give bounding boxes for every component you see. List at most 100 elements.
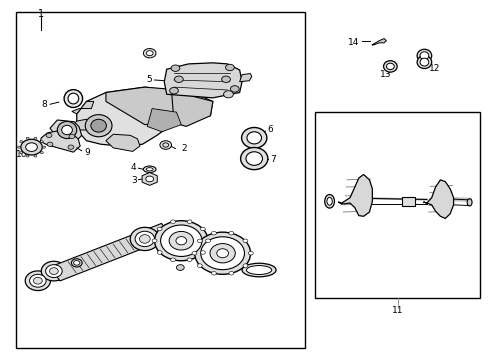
Polygon shape [164,63,242,98]
Ellipse shape [64,90,82,108]
Circle shape [46,133,52,138]
Polygon shape [72,119,91,130]
Polygon shape [50,120,81,141]
Ellipse shape [201,237,244,270]
Circle shape [157,251,162,254]
Ellipse shape [85,114,112,137]
Circle shape [197,239,202,243]
Circle shape [221,76,230,82]
Ellipse shape [246,132,261,144]
Circle shape [192,251,197,255]
Text: 4: 4 [131,163,136,172]
Ellipse shape [240,148,267,170]
Ellipse shape [139,235,150,243]
Text: 2: 2 [181,144,186,153]
Ellipse shape [246,266,271,274]
Circle shape [160,141,171,149]
Text: 11: 11 [391,306,403,315]
Ellipse shape [324,194,334,208]
Ellipse shape [169,231,193,250]
Circle shape [187,258,192,261]
Circle shape [170,220,175,224]
Ellipse shape [176,237,186,245]
Ellipse shape [71,259,82,267]
Ellipse shape [130,227,159,251]
Circle shape [40,141,43,143]
Text: 8: 8 [42,100,47,109]
Polygon shape [77,87,179,146]
Circle shape [157,227,162,231]
Ellipse shape [194,232,250,274]
Text: 7: 7 [269,155,275,164]
Ellipse shape [30,274,46,287]
Circle shape [146,51,153,56]
Circle shape [21,139,42,155]
Text: 6: 6 [267,126,273,135]
Ellipse shape [245,152,262,165]
Circle shape [152,239,157,243]
Circle shape [223,91,233,98]
Text: 5: 5 [146,76,152,85]
Circle shape [18,146,20,148]
Circle shape [26,137,29,139]
Circle shape [248,251,253,255]
Text: 13: 13 [379,70,390,79]
Circle shape [42,146,45,148]
Circle shape [211,231,216,235]
Circle shape [26,155,29,157]
Ellipse shape [216,249,228,258]
Ellipse shape [241,127,266,148]
Circle shape [171,65,180,71]
Circle shape [47,142,53,147]
Ellipse shape [49,268,58,274]
Ellipse shape [419,58,428,66]
Ellipse shape [135,231,154,247]
Circle shape [34,155,37,157]
Ellipse shape [416,49,431,62]
Ellipse shape [386,63,393,69]
Text: 1: 1 [38,9,44,19]
Circle shape [243,239,247,243]
Circle shape [176,265,184,270]
Circle shape [187,220,192,224]
Bar [16,12,305,348]
Circle shape [34,137,37,139]
Polygon shape [50,224,171,281]
Ellipse shape [57,121,77,139]
Text: 3: 3 [131,176,136,185]
Ellipse shape [73,261,80,265]
Circle shape [228,231,233,235]
Polygon shape [239,73,251,82]
Circle shape [40,152,43,154]
Polygon shape [106,134,140,152]
Ellipse shape [154,221,207,261]
Ellipse shape [146,168,153,171]
Polygon shape [338,175,372,216]
Ellipse shape [419,52,428,60]
Circle shape [230,86,239,92]
Ellipse shape [143,166,156,172]
Circle shape [170,258,175,261]
Ellipse shape [326,197,331,205]
Circle shape [169,87,178,94]
Circle shape [200,251,205,254]
Text: 14: 14 [347,37,359,46]
Circle shape [143,49,156,58]
Circle shape [243,264,247,267]
Ellipse shape [416,56,431,68]
Ellipse shape [33,277,42,284]
Text: 10: 10 [16,150,27,159]
Polygon shape [371,39,386,45]
Polygon shape [72,102,94,114]
Circle shape [228,271,233,275]
Ellipse shape [242,263,276,277]
Ellipse shape [466,199,471,206]
Ellipse shape [45,265,62,278]
Ellipse shape [61,125,72,135]
Ellipse shape [383,61,396,72]
Polygon shape [106,87,212,125]
Text: 9: 9 [84,148,90,157]
Polygon shape [171,91,212,126]
Circle shape [197,264,202,267]
Ellipse shape [25,271,50,291]
